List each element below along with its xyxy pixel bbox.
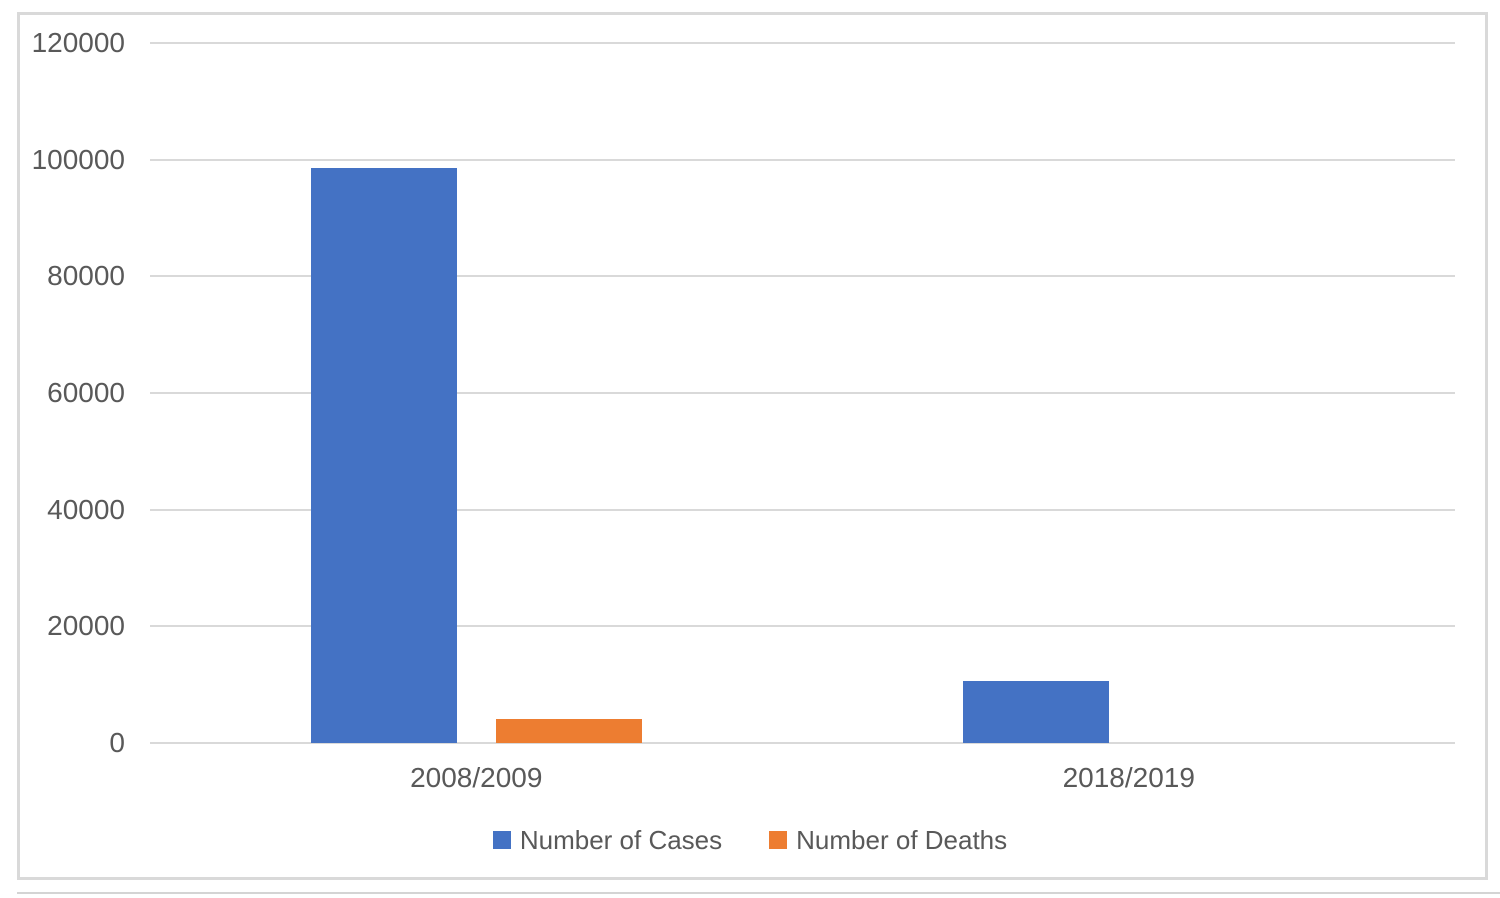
y-axis-tick-20000: 20000 [47, 610, 125, 642]
bottom-rule [17, 892, 1500, 894]
gridline-20000 [150, 625, 1455, 628]
y-axis-tick-100000: 100000 [31, 143, 125, 175]
bar-number-of-deaths-2008-2009 [495, 718, 642, 743]
y-axis-tick-40000: 40000 [47, 493, 125, 525]
legend-item-number-of-deaths: Number of Deaths [769, 823, 1007, 857]
y-axis-tick-60000: 60000 [47, 377, 125, 408]
gridline-60000 [150, 392, 1455, 394]
gridline-0 [150, 742, 1455, 744]
chart-frame [17, 12, 1488, 880]
legend-swatch-number-of-cases-icon [492, 831, 511, 849]
legend-swatch-number-of-deaths-icon [769, 831, 788, 849]
x-axis-label-2008-2009: 2008/2009 [410, 762, 543, 793]
gridline-40000 [150, 508, 1455, 511]
legend: Number of Cases Number of Deaths [0, 823, 1500, 857]
x-axis-label-2018-2019: 2018/2019 [1062, 762, 1195, 793]
y-axis-tick-0: 0 [109, 727, 125, 758]
legend-item-number-of-cases: Number of Cases [492, 823, 723, 857]
gridline-120000 [150, 42, 1455, 44]
legend-label-number-of-cases: Number of Cases [519, 825, 723, 855]
gridline-80000 [150, 275, 1455, 278]
bar-number-of-cases-2018-2019 [963, 681, 1110, 743]
y-axis-tick-120000: 120000 [31, 27, 125, 58]
y-axis-tick-80000: 80000 [47, 260, 125, 292]
bar-number-of-cases-2008-2009 [310, 168, 457, 743]
gridline-100000 [150, 158, 1455, 161]
legend-label-number-of-deaths: Number of Deaths [796, 825, 1008, 855]
